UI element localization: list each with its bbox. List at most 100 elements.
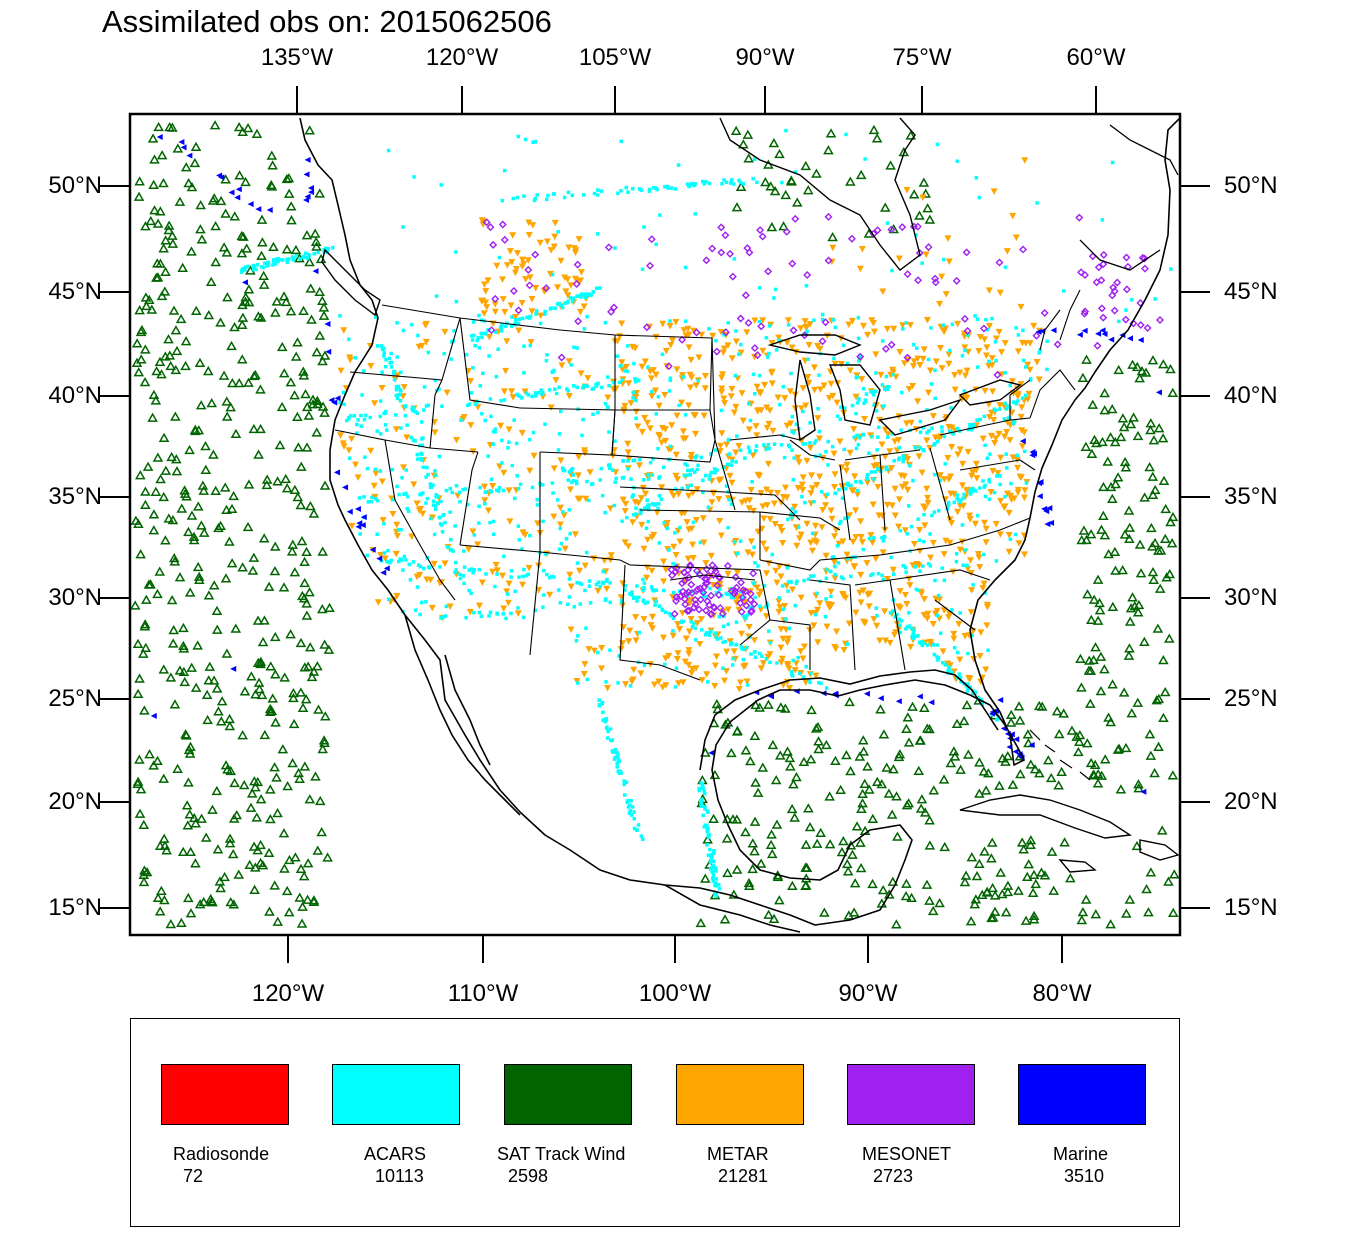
mesonet-marker (670, 609, 679, 618)
acars-marker (527, 315, 531, 319)
acars-marker (559, 303, 563, 308)
metar-marker (884, 431, 892, 438)
metar-marker (528, 296, 536, 303)
metar-marker (648, 534, 656, 541)
acars-marker (708, 473, 712, 478)
acars-marker (596, 650, 600, 655)
sat-track-wind-marker (286, 215, 297, 225)
acars-marker (691, 520, 696, 525)
sat-track-wind-marker (224, 720, 236, 731)
sat-track-wind-marker (230, 428, 242, 439)
sat-track-wind-marker (132, 638, 144, 649)
metar-marker (823, 623, 831, 631)
metar-marker (500, 388, 508, 395)
acars-marker (565, 300, 570, 305)
sat-track-wind-marker (288, 718, 300, 729)
sat-track-wind-marker (168, 624, 179, 635)
sat-track-wind-marker (186, 662, 197, 672)
mesonet-marker (678, 579, 687, 588)
sat-track-wind-marker (290, 852, 301, 862)
metar-marker (996, 289, 1004, 297)
sat-track-wind-marker (278, 291, 290, 301)
mesonet-marker (873, 226, 882, 235)
metar-marker (775, 598, 783, 605)
metar-marker (779, 494, 787, 501)
acars-marker (554, 391, 559, 396)
marine-marker (1043, 508, 1050, 515)
acars-marker (669, 614, 673, 618)
sat-track-wind-marker (195, 400, 207, 410)
sat-track-wind-marker (278, 828, 290, 838)
sat-track-wind-marker (216, 696, 228, 706)
metar-marker (831, 360, 839, 368)
metar-marker (525, 232, 533, 239)
metar-marker (525, 564, 533, 572)
sat-track-wind-marker (263, 847, 275, 857)
acars-marker (495, 572, 499, 576)
metar-marker (1018, 427, 1026, 434)
acars-marker (983, 494, 988, 499)
sat-track-wind-marker (907, 701, 918, 711)
metar-marker (632, 637, 640, 644)
sat-track-wind-marker (969, 899, 981, 909)
sat-track-wind-marker (763, 909, 774, 919)
acars-marker (699, 801, 703, 806)
sat-track-wind-marker (169, 699, 181, 709)
acars-marker (260, 265, 264, 269)
sat-track-wind-marker (986, 853, 997, 863)
sat-track-wind-marker (1082, 589, 1093, 599)
sat-track-wind-marker (1099, 530, 1111, 540)
acars-marker (709, 629, 713, 634)
acars-marker (347, 337, 351, 342)
metar-marker (662, 347, 670, 355)
acars-marker (705, 843, 709, 847)
metar-marker (797, 325, 805, 332)
legend-label-sat-track-wind: SAT Track Wind (497, 1144, 626, 1164)
acars-marker (706, 680, 710, 684)
metar-marker (734, 569, 742, 577)
acars-marker (708, 847, 712, 852)
acars-marker (552, 192, 557, 196)
sat-track-wind-marker (1158, 712, 1169, 722)
sat-track-wind-marker (301, 546, 312, 557)
acars-marker (975, 365, 980, 369)
acars-marker (255, 262, 260, 267)
metar-marker (766, 651, 774, 658)
acars-marker (567, 595, 572, 599)
acars-marker (401, 568, 405, 572)
sat-track-wind-marker (160, 351, 171, 361)
acars-marker (441, 615, 446, 619)
acars-marker (515, 474, 519, 478)
sat-track-wind-marker (1053, 728, 1065, 739)
sat-track-wind-marker (1149, 767, 1160, 778)
acars-marker (394, 393, 398, 398)
metar-marker (709, 581, 717, 589)
acars-marker (568, 531, 572, 536)
acars-marker (801, 442, 806, 446)
acars-marker (539, 388, 543, 392)
metar-marker (728, 355, 736, 362)
acars-marker (566, 602, 570, 607)
metar-marker (494, 328, 502, 336)
acars-marker (547, 388, 552, 392)
acars-marker (837, 521, 842, 526)
sat-track-wind-marker (189, 157, 201, 168)
sat-track-wind-marker (271, 772, 282, 782)
sat-track-wind-marker (1088, 594, 1100, 604)
acars-marker (704, 180, 708, 184)
metar-marker (922, 251, 930, 259)
acars-marker (804, 283, 809, 288)
metar-marker (518, 429, 526, 437)
mesonet-marker (1099, 313, 1108, 322)
acars-marker (394, 387, 399, 392)
metar-marker (995, 328, 1003, 336)
mesonet-marker (525, 281, 534, 290)
acars-marker (705, 823, 709, 828)
sat-track-wind-marker (1148, 574, 1159, 584)
metar-marker (989, 467, 997, 475)
sat-track-wind-marker (901, 800, 913, 810)
mesonet-marker (741, 291, 750, 300)
metar-marker (944, 235, 952, 242)
acars-marker (605, 725, 609, 729)
acars-marker (823, 614, 828, 619)
